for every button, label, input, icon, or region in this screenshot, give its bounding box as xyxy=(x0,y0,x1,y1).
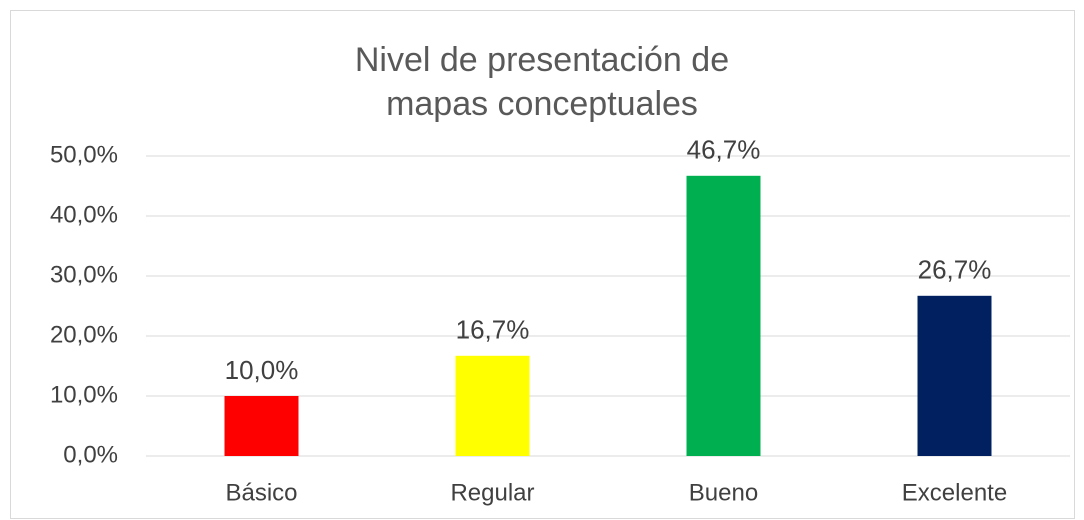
chart-title: Nivel de presentación de mapas conceptua… xyxy=(354,41,730,123)
data-label: 16,7% xyxy=(456,315,530,345)
x-tick-label: Excelente xyxy=(902,479,1007,506)
y-tick-label: 10,0% xyxy=(50,381,118,408)
y-tick-label: 50,0% xyxy=(50,141,118,168)
x-tick-label: Regular xyxy=(450,479,534,506)
y-tick-label: 30,0% xyxy=(50,261,118,288)
x-tick-label: Básico xyxy=(225,479,297,506)
bar xyxy=(455,355,530,456)
data-label: 10,0% xyxy=(225,355,299,385)
bar xyxy=(686,175,761,457)
bar xyxy=(224,396,299,456)
y-tick-label: 40,0% xyxy=(50,201,118,228)
chart-border xyxy=(10,10,1075,519)
bar xyxy=(917,295,992,456)
data-label: 46,7% xyxy=(687,135,761,165)
y-tick-label: 20,0% xyxy=(50,321,118,348)
data-label: 26,7% xyxy=(918,255,992,285)
y-tick-label: 0,0% xyxy=(63,441,118,468)
x-tick-label: Bueno xyxy=(689,479,758,506)
